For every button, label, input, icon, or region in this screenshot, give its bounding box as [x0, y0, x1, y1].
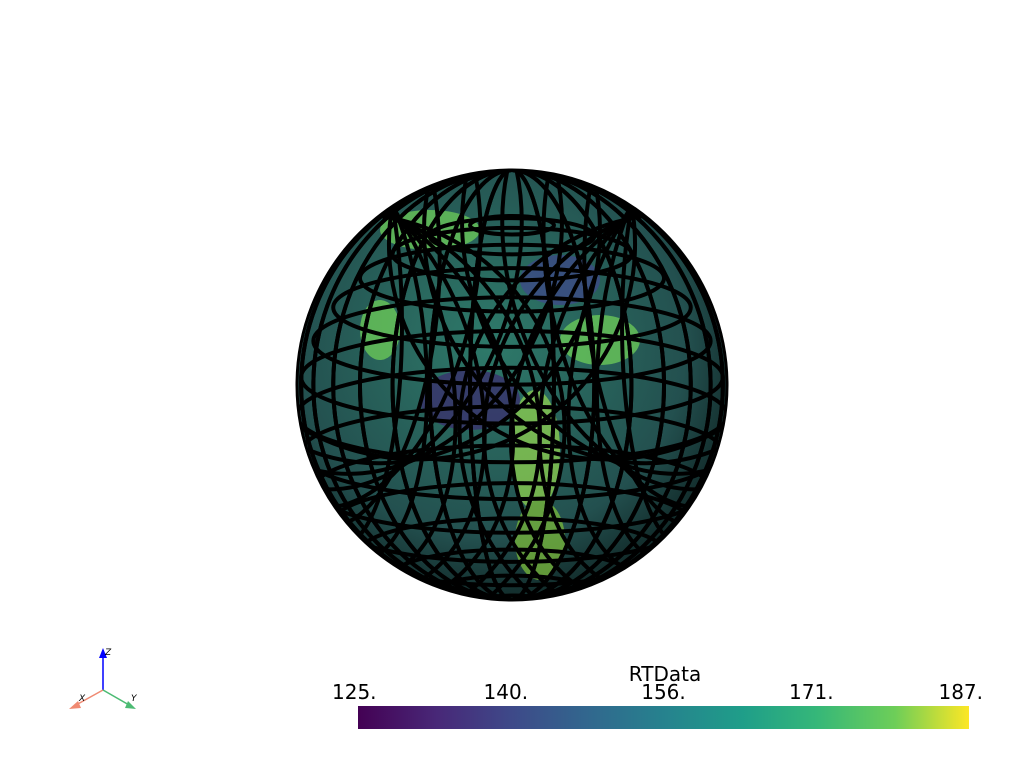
tick-label: 187. — [938, 680, 983, 704]
side-line — [297, 170, 564, 476]
side-line — [460, 170, 727, 476]
scalar-bar: RTData 125. 140. 156. 171. 187. — [332, 662, 983, 729]
y-label: Y — [131, 694, 138, 704]
latitude-line — [468, 213, 556, 237]
meridian-line — [331, 170, 693, 600]
side-line — [297, 184, 516, 600]
color-ramp — [358, 706, 969, 729]
tick-label: 171. — [789, 680, 834, 704]
latitude-line — [390, 225, 634, 283]
side-line — [422, 170, 727, 466]
side-line — [297, 170, 638, 462]
tick-label: 140. — [484, 680, 529, 704]
z-label: Z — [104, 648, 112, 658]
tick-label: 125. — [332, 680, 377, 704]
meridian-line — [299, 170, 725, 600]
latitude-line — [468, 593, 556, 600]
meridian-line — [427, 170, 597, 600]
meridian-line — [390, 170, 634, 600]
x-label: X — [78, 694, 86, 704]
sphere — [295, 168, 729, 602]
side-line — [508, 184, 727, 600]
axes-widget: Z X Y — [69, 648, 138, 709]
side-line — [386, 170, 727, 462]
meridian-line — [357, 170, 667, 600]
tick-label: 156. — [641, 680, 686, 704]
latitude-line — [331, 266, 693, 349]
scalar-bar-title: RTData — [629, 662, 701, 686]
meridian-line — [311, 170, 713, 600]
side-line — [297, 170, 602, 466]
latitude-line — [357, 242, 667, 314]
